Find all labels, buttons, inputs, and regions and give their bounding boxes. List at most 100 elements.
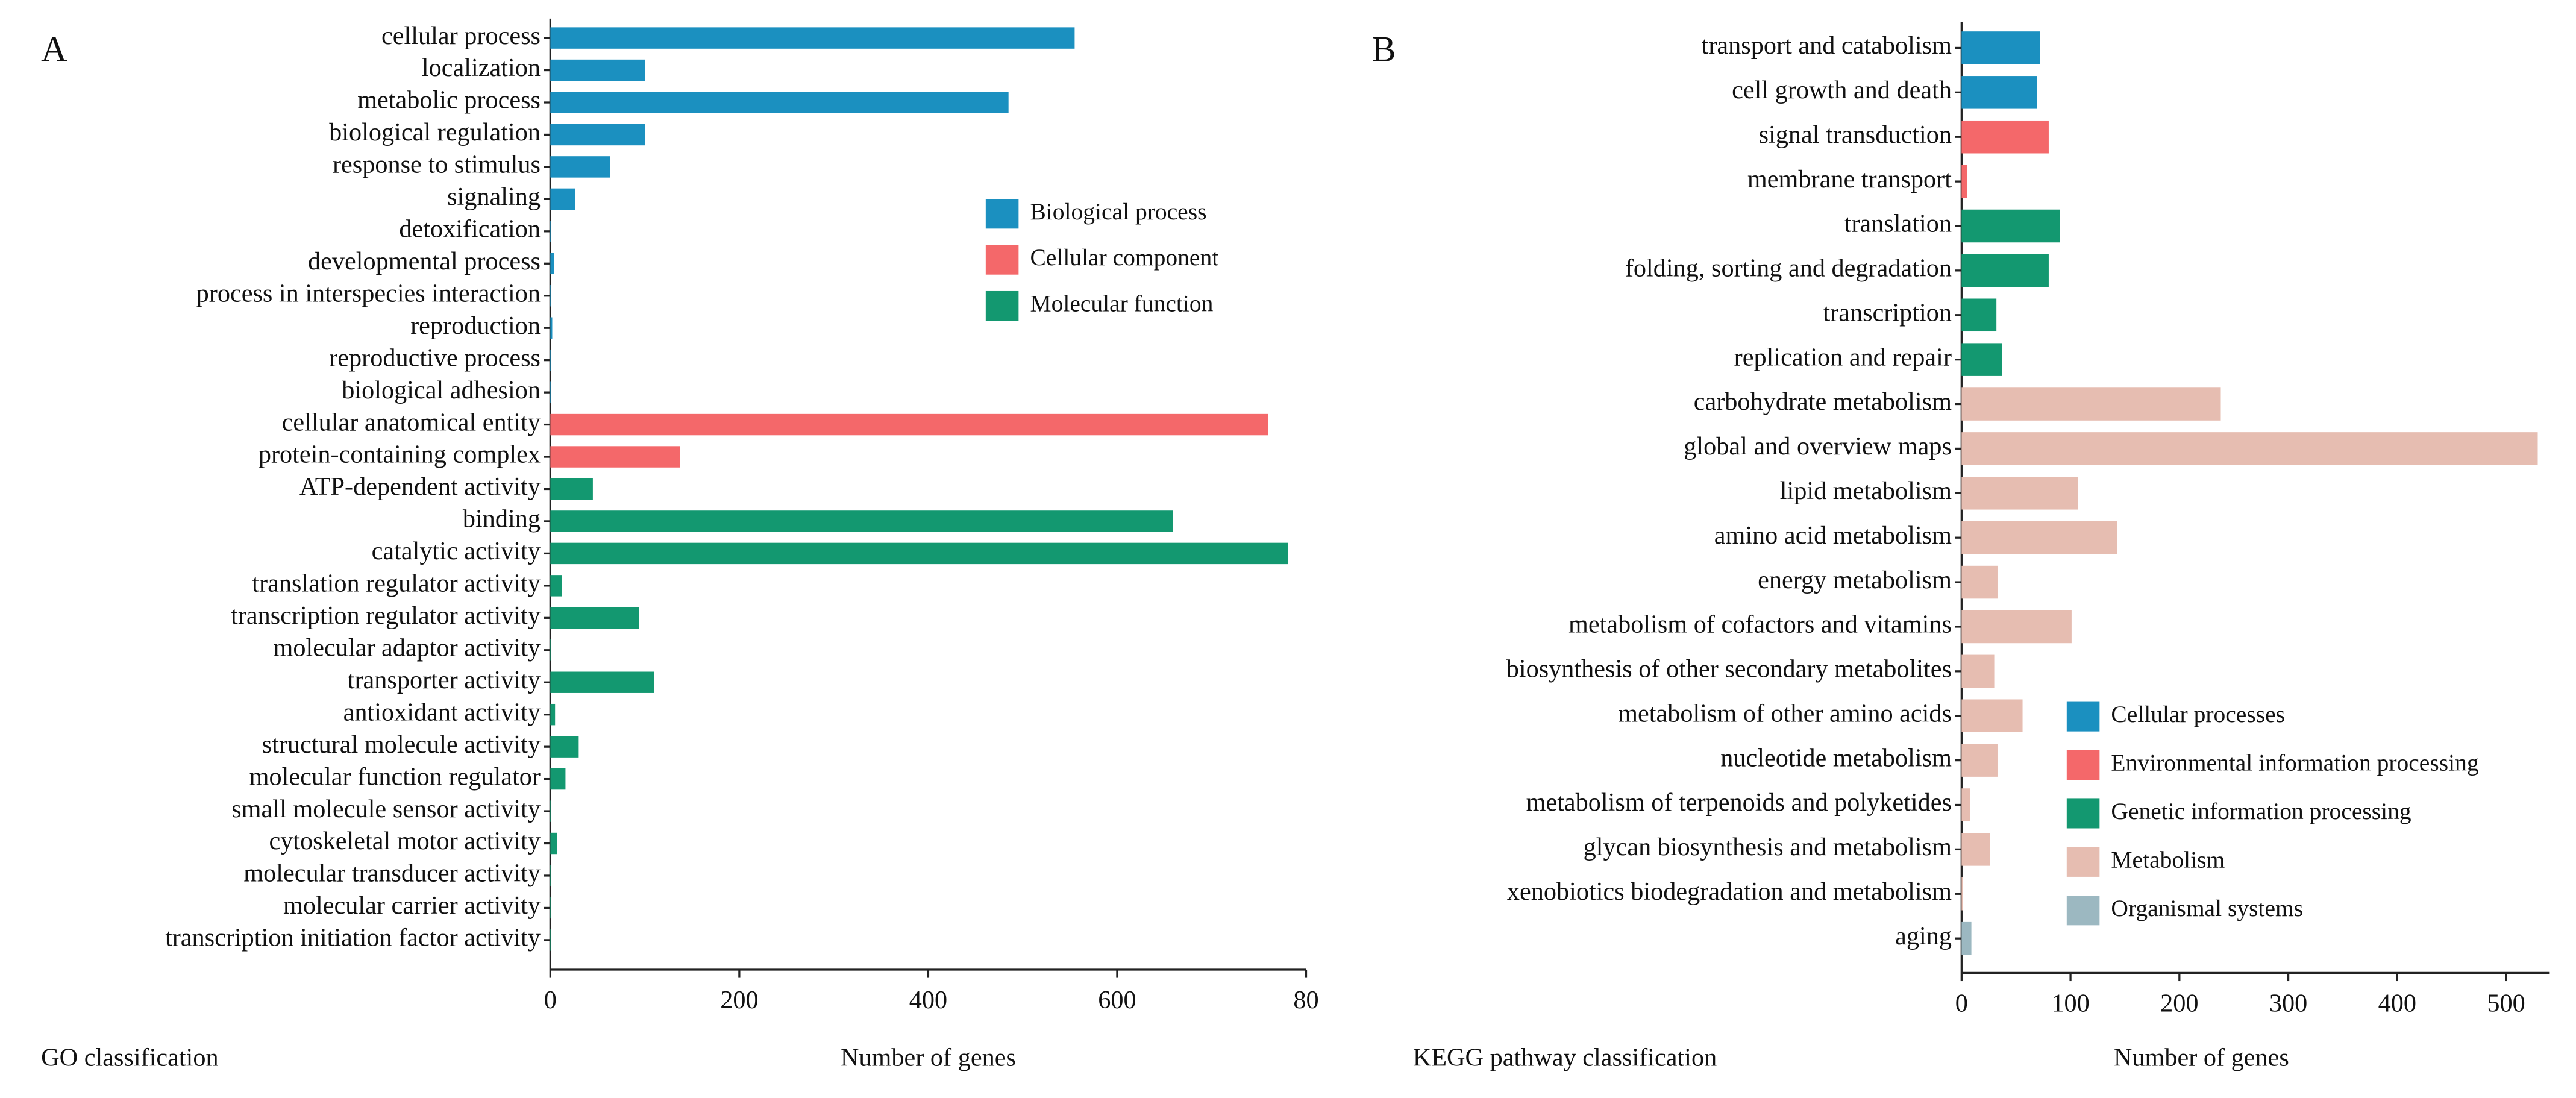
legend-swatch: [985, 245, 1019, 275]
legend-swatch: [2066, 847, 2100, 877]
category-label: molecular transducer activity: [243, 859, 541, 888]
bar: [1961, 432, 2538, 465]
legend-swatch: [985, 290, 1019, 321]
bar: [550, 510, 1173, 532]
legend-label: Molecular function: [1030, 290, 1213, 317]
x-tick-label: 500: [2487, 990, 2525, 1018]
category-label: xenobiotics biodegradation and metabolis…: [1507, 877, 1952, 906]
category-label: aging: [1895, 922, 1952, 950]
category-label: amino acid metabolism: [1714, 521, 1952, 550]
category-label: transcription initiation factor activity: [165, 924, 541, 952]
bar: [550, 607, 639, 629]
category-label: transport and catabolism: [1702, 31, 1952, 60]
category-label: lipid metabolism: [1780, 477, 1952, 505]
x-tick-label: 300: [2269, 990, 2307, 1018]
category-label: structural molecule activity: [262, 730, 541, 759]
category-label: small molecule sensor activity: [231, 795, 541, 823]
category-label: cellular anatomical entity: [282, 408, 541, 436]
bar: [1961, 744, 1998, 777]
bar: [550, 413, 1268, 436]
bar: [1961, 877, 1963, 911]
category-label: carbohydrate metabolism: [1694, 387, 1952, 416]
x-tick-label: 100: [2051, 990, 2089, 1018]
category-label: replication and repair: [1734, 343, 1952, 371]
bar: [550, 92, 1009, 113]
bar: [550, 156, 610, 178]
x-tick-label: 0: [1955, 990, 1968, 1018]
legend-label: Cellular processes: [2111, 701, 2285, 727]
category-label: detoxification: [399, 215, 541, 243]
panel-label: A: [41, 29, 67, 69]
bar: [550, 832, 557, 855]
bar: [1961, 254, 2049, 287]
bar: [550, 736, 579, 758]
legend-swatch: [2066, 701, 2100, 732]
x-tick-label: 200: [2160, 990, 2198, 1018]
legend-swatch: [2066, 896, 2100, 926]
bar: [550, 865, 551, 886]
category-label: reproductive process: [329, 344, 541, 372]
bar: [1961, 387, 2221, 421]
category-label: biological regulation: [329, 118, 541, 146]
category-label: reproduction: [410, 312, 541, 340]
bar: [550, 768, 566, 790]
bar: [550, 671, 654, 693]
bar: [550, 381, 551, 403]
legend-label: Environmental information processing: [2111, 750, 2478, 776]
category-label: metabolic process: [357, 86, 541, 115]
bar: [550, 188, 575, 210]
category-label: molecular adaptor activity: [274, 633, 541, 662]
caption: KEGG pathway classification: [1413, 1044, 1717, 1072]
category-label: ATP-dependent activity: [299, 472, 541, 501]
legend-swatch: [2066, 798, 2100, 829]
legend-label: Organismal systems: [2111, 895, 2303, 921]
category-label: nucleotide metabolism: [1720, 744, 1952, 772]
bar: [1961, 31, 2040, 64]
bar: [550, 124, 645, 146]
category-label: biosynthesis of other secondary metaboli…: [1506, 655, 1952, 683]
bar: [550, 221, 551, 242]
x-tick-label: 80: [1293, 986, 1318, 1014]
legend-label: Cellular component: [1030, 244, 1218, 271]
category-label: metabolism of terpenoids and polyketides: [1526, 788, 1952, 817]
bar: [1961, 298, 1997, 332]
category-label: transcription: [1823, 298, 1952, 327]
bar: [1961, 610, 2072, 644]
bar: [550, 800, 551, 822]
category-label: signaling: [447, 183, 541, 211]
category-label: global and overview maps: [1684, 432, 1952, 460]
bar: [550, 575, 562, 597]
category-label: glycan biosynthesis and metabolism: [1584, 833, 1952, 861]
legend-label: Metabolism: [2111, 846, 2225, 873]
category-label: translation regulator activity: [252, 569, 541, 598]
category-label: folding, sorting and degradation: [1625, 254, 1952, 283]
legend-label: Biological process: [1030, 198, 1206, 225]
bar: [1961, 165, 1967, 198]
category-label: molecular carrier activity: [283, 891, 541, 920]
category-label: response to stimulus: [333, 151, 541, 179]
bar: [1961, 833, 1990, 866]
legend-swatch: [2066, 750, 2100, 780]
category-label: cellular process: [381, 22, 541, 50]
category-label: antioxidant activity: [343, 698, 541, 726]
category-label: process in interspecies interaction: [196, 279, 541, 307]
bar: [1961, 120, 2049, 154]
x-tick-label: 600: [1098, 986, 1136, 1014]
bar: [550, 542, 1288, 565]
category-label: transporter activity: [348, 666, 541, 694]
bar: [550, 253, 554, 275]
category-label: catalytic activity: [372, 537, 541, 565]
x-tick-label: 400: [2378, 990, 2416, 1018]
bar: [550, 897, 551, 919]
category-label: binding: [463, 505, 541, 533]
panel-label: B: [1372, 29, 1396, 69]
category-label: membrane transport: [1747, 165, 1952, 193]
caption: GO classification: [41, 1044, 219, 1072]
bar: [550, 446, 680, 468]
bar: [550, 59, 645, 81]
bar: [550, 349, 551, 371]
legend-swatch: [985, 199, 1019, 229]
category-label: cytoskeletal motor activity: [269, 827, 541, 855]
